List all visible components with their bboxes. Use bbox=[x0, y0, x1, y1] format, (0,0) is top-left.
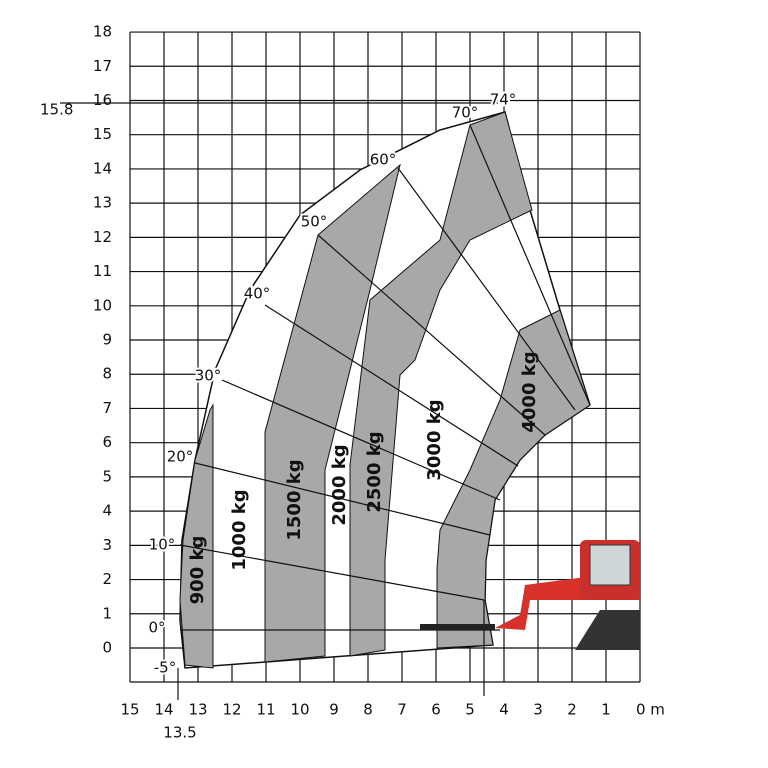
y-tick-label: 3 bbox=[102, 536, 112, 554]
x-tick-label: 5 bbox=[465, 701, 475, 719]
x-tick-label: 6 bbox=[431, 701, 441, 719]
load-label: 3000 kg bbox=[424, 399, 445, 480]
load-label: 2000 kg bbox=[329, 444, 350, 525]
y-tick-label: 13 bbox=[93, 194, 112, 212]
angle-label: 20° bbox=[167, 448, 194, 466]
machine bbox=[420, 540, 640, 650]
y-tick-label: 9 bbox=[102, 331, 112, 349]
y-tick-label: 11 bbox=[93, 262, 112, 280]
x-tick-label: 11 bbox=[256, 701, 275, 719]
load-label: 4000 kg bbox=[519, 351, 540, 432]
y-tick-label: 2 bbox=[102, 570, 112, 588]
x-tick-label: 7 bbox=[397, 701, 407, 719]
y-tick-label: 6 bbox=[102, 433, 112, 451]
angle-label: 50° bbox=[301, 213, 328, 231]
y-tick-label: 12 bbox=[93, 228, 112, 246]
angle-label: 0° bbox=[148, 619, 165, 637]
angle-label: 40° bbox=[244, 285, 271, 303]
load-label: 1000 kg bbox=[229, 489, 250, 570]
x-marker-label: 13.5 bbox=[163, 724, 196, 742]
x-tick-label: 10 bbox=[290, 701, 309, 719]
x-tick-label: 3 bbox=[533, 701, 543, 719]
x-tick-label: 4 bbox=[499, 701, 509, 719]
x-tick-label: 12 bbox=[222, 701, 241, 719]
y-tick-label: 15 bbox=[93, 125, 112, 143]
angle-lines bbox=[60, 102, 591, 700]
y-tick-label: 14 bbox=[93, 159, 112, 177]
load-label: 900 kg bbox=[187, 536, 208, 605]
angle-label: 60° bbox=[370, 151, 397, 169]
angle-label: 10° bbox=[149, 536, 176, 554]
y-tick-label: 1 bbox=[102, 604, 112, 622]
x-tick-label: 9 bbox=[329, 701, 339, 719]
x-tick-label: 13 bbox=[188, 701, 207, 719]
x-tick-label: 0 m bbox=[636, 701, 665, 719]
angle-label: 30° bbox=[195, 367, 222, 385]
y-tick-label: 8 bbox=[102, 365, 112, 383]
y-tick-label: 5 bbox=[102, 467, 112, 485]
angle-label: 70° bbox=[452, 104, 479, 122]
x-tick-label: 2 bbox=[567, 701, 577, 719]
x-tick-label: 8 bbox=[363, 701, 373, 719]
angle-label: -5° bbox=[154, 659, 176, 677]
y-tick-label: 18 bbox=[93, 23, 112, 41]
load-label: 1500 kg bbox=[284, 459, 305, 540]
y-tick-label: 7 bbox=[102, 399, 112, 417]
x-tick-label: 1 bbox=[601, 701, 611, 719]
y-tick-label: 16 bbox=[93, 91, 112, 109]
y-tick-label: 4 bbox=[102, 502, 112, 520]
y-tick-label: 10 bbox=[93, 296, 112, 314]
load-label: 2500 kg bbox=[364, 431, 385, 512]
x-tick-label: 15 bbox=[120, 701, 139, 719]
x-tick-label: 14 bbox=[154, 701, 173, 719]
y-marker-label: 15.8 bbox=[40, 101, 73, 119]
y-tick-label: 0 bbox=[102, 639, 112, 657]
y-tick-label: 17 bbox=[93, 57, 112, 75]
load-bands bbox=[179, 111, 591, 669]
angle-label: 74° bbox=[490, 91, 517, 109]
